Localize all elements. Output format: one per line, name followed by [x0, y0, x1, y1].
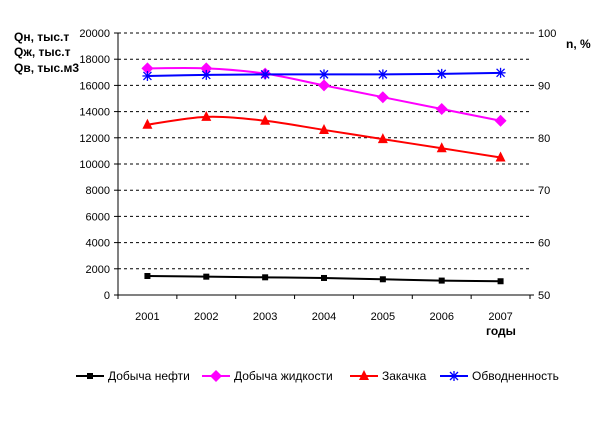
left-tick-label: 20000: [79, 28, 110, 40]
marker-star: [260, 69, 271, 80]
left-tick-label: 8000: [86, 185, 110, 197]
marker-square: [262, 274, 269, 281]
x-tick-label: 2003: [253, 311, 277, 323]
marker-triangle: [319, 123, 329, 134]
marker-square: [203, 273, 210, 280]
marker-diamond: [141, 62, 154, 75]
left-tick-label: 10000: [79, 159, 110, 171]
marker-star: [495, 67, 506, 78]
marker-star: [142, 70, 153, 81]
marker-diamond: [376, 91, 389, 104]
marker-star: [449, 371, 459, 381]
left-axis-label-line-3: Qв, тыс.м3: [14, 61, 79, 75]
marker-square: [144, 273, 151, 280]
x-tick-label: 2004: [312, 311, 336, 323]
left-tick-label: 14000: [79, 107, 110, 119]
right-axis-label: n, %: [566, 37, 591, 51]
marker-star: [201, 69, 212, 80]
marker-square: [87, 373, 93, 379]
left-axis-label-line-2: Qж, тыс.т: [14, 45, 71, 59]
left-tick-label: 2000: [86, 264, 110, 276]
marker-square: [321, 274, 327, 281]
legend-label: Добыча жидкости: [234, 369, 333, 383]
marker-triangle: [377, 133, 388, 144]
left-tick-label: 12000: [79, 133, 110, 145]
marker-triangle: [201, 110, 212, 121]
marker-diamond: [210, 370, 222, 382]
marker-triangle: [142, 118, 153, 129]
right-tick-label: 60: [538, 238, 550, 250]
marker-triangle: [495, 151, 506, 162]
marker-diamond: [435, 102, 448, 115]
marker-star: [377, 69, 388, 80]
x-tick-label: 2001: [135, 311, 159, 323]
x-tick-label: 2006: [429, 311, 453, 323]
right-tick-label: 50: [538, 290, 550, 302]
marker-star: [436, 68, 447, 79]
right-tick-label: 90: [538, 80, 550, 92]
x-tick-label: 2005: [371, 311, 395, 323]
right-tick-label: 80: [538, 133, 550, 145]
marker-triangle: [260, 114, 271, 125]
legend-label: Закачка: [382, 369, 427, 383]
x-axis-label: годы: [486, 324, 516, 338]
x-tick-label: 2007: [488, 311, 512, 323]
x-tick-label: 2002: [194, 311, 218, 323]
marker-square: [379, 276, 386, 283]
right-tick-label: 100: [538, 28, 556, 40]
right-tick-label: 70: [538, 185, 550, 197]
marker-square: [497, 278, 504, 285]
legend-label: Добыча нефти: [108, 369, 190, 383]
series-line: [147, 115, 501, 159]
legend-label: Обводненность: [472, 369, 559, 383]
marker-square: [438, 277, 445, 284]
marker-triangle: [436, 142, 447, 153]
marker-diamond: [494, 114, 507, 127]
left-tick-label: 6000: [86, 211, 110, 223]
left-axis-label-line-1: Qн, тыс.т: [14, 30, 69, 44]
marker-triangle: [359, 370, 369, 380]
marker-diamond: [318, 79, 330, 92]
left-tick-label: 4000: [86, 238, 110, 250]
left-tick-label: 18000: [79, 54, 110, 66]
left-tick-label: 0: [104, 290, 110, 302]
marker-star: [319, 69, 329, 80]
left-tick-label: 16000: [79, 80, 110, 92]
